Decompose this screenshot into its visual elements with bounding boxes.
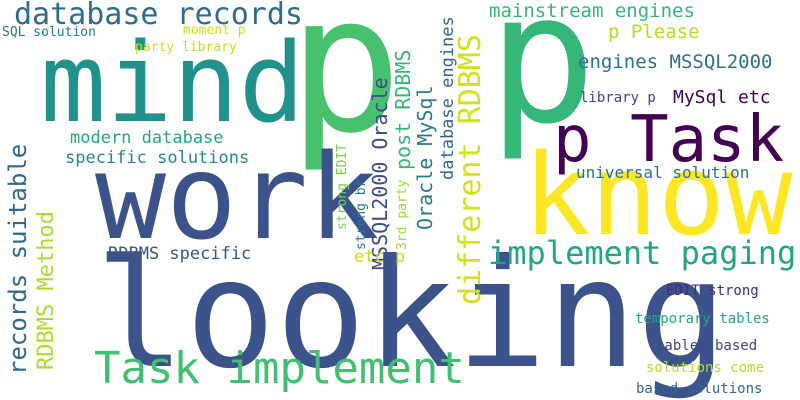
word-modern-database: modern database xyxy=(70,128,224,148)
word-universal-solution: universal solution xyxy=(576,163,750,182)
word-different-rdbms: different RDBMS xyxy=(453,34,488,305)
word-p-large-2: p xyxy=(488,0,597,164)
word-strong-br: strong br xyxy=(354,179,369,250)
word-p-large-1: p xyxy=(288,0,403,175)
word-know: know xyxy=(523,131,793,261)
word-mssql2000-oracle: MSSQL2000 Oracle xyxy=(368,77,392,270)
word-3rd-party: 3rd party xyxy=(395,179,410,250)
word-records-suitable: records suitable xyxy=(4,143,32,375)
word-mysql-etc: MySql etc xyxy=(673,87,771,108)
word-party-library: party library xyxy=(135,40,237,55)
word-p-task: p Task xyxy=(553,103,785,177)
word-database-records: database records xyxy=(14,0,303,32)
word-post-rdbms: post RDBMS xyxy=(391,49,415,170)
word-edit-strong: EDIT strong xyxy=(666,283,759,299)
word-rdbms-specific: RDBMS specific xyxy=(108,244,252,264)
word-task-implement: Task implement xyxy=(94,343,465,394)
word-based-solutions: based solutions xyxy=(636,381,763,397)
word-etc-p: etc p xyxy=(354,247,406,267)
word-mind: mind xyxy=(40,19,305,147)
word-oracle-mysql: Oracle MySql xyxy=(413,85,437,231)
word-sql-solution: SQL solution xyxy=(2,25,96,40)
word-rdbms-method: RDBMS Method xyxy=(34,211,59,370)
word-moment-p: moment p xyxy=(183,23,246,38)
word-p-please: p Please xyxy=(608,21,700,43)
word-tables-based: tables based xyxy=(656,338,758,354)
word-implement-paging: implement paging xyxy=(488,234,797,272)
word-solutions-come: solutions come xyxy=(646,360,765,376)
word-library-p: library p xyxy=(580,90,656,106)
word-looking: looking xyxy=(95,228,728,400)
word-work: work xyxy=(95,128,380,266)
word-temporary-tables: temporary tables xyxy=(635,311,770,327)
word-strong-edit: strong EDIT xyxy=(335,143,350,230)
word-engines-mssql2000: engines MSSQL2000 xyxy=(578,51,773,73)
word-mainstream-engines: mainstream engines xyxy=(489,0,695,22)
word-database-engines: database engines xyxy=(438,16,458,180)
word-specific-solutions: specific solutions xyxy=(65,148,250,168)
